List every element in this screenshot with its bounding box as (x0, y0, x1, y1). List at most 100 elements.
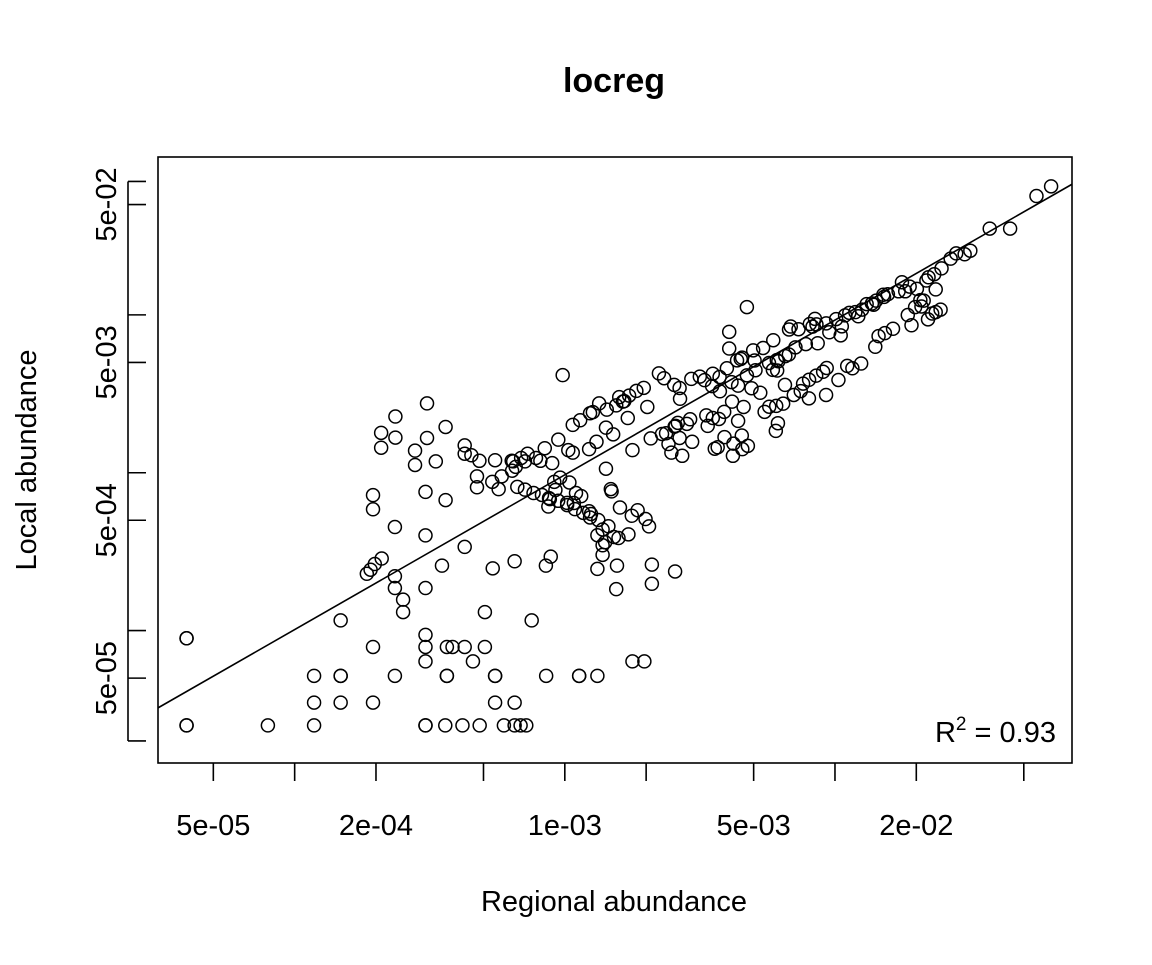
data-point (672, 391, 688, 407)
data-point (769, 352, 785, 368)
y-tick-label: 5e-03 (91, 325, 123, 399)
data-point (716, 404, 732, 420)
data-point (710, 440, 725, 455)
data-point (744, 380, 759, 396)
data-point (590, 561, 605, 577)
data-point (526, 485, 541, 501)
data-point (365, 639, 381, 655)
data-point (682, 412, 698, 427)
r-superscript: 2 (956, 714, 967, 735)
data-point (902, 279, 917, 294)
data-point (365, 502, 381, 517)
data-point (418, 718, 433, 733)
data-point (419, 430, 435, 446)
data-point (533, 453, 548, 469)
y-axis: 5e-05 5e-04 5e-03 5e-02 (91, 167, 146, 742)
data-point (877, 325, 893, 341)
data-point (387, 519, 403, 535)
data-point (636, 380, 652, 396)
data-point (608, 398, 624, 413)
chart-title: locreg (563, 62, 665, 100)
data-point (513, 718, 528, 733)
data-point (418, 639, 433, 655)
data-point (753, 385, 768, 401)
data-point (798, 336, 814, 352)
data-point (566, 495, 582, 511)
data-point (921, 270, 936, 285)
data-point (598, 461, 614, 476)
data-point (438, 718, 453, 733)
data-point (609, 558, 625, 573)
data-point (550, 493, 566, 509)
x-tick-label: 1e-03 (528, 810, 602, 842)
data-point (769, 363, 785, 378)
data-point (487, 668, 503, 684)
data-point (439, 639, 455, 655)
data-point (457, 438, 472, 453)
data-point (538, 558, 554, 573)
data-point (748, 362, 763, 378)
data-point (745, 343, 761, 358)
data-point (407, 443, 423, 458)
data-point (581, 504, 597, 519)
data-point (801, 372, 817, 388)
data-point (943, 251, 958, 266)
data-point (517, 454, 533, 469)
x-tick-label: 5e-03 (717, 810, 791, 842)
data-point (306, 668, 322, 684)
data-point (565, 445, 581, 460)
data-point (575, 505, 591, 521)
data-point (571, 668, 587, 684)
data-point (457, 446, 472, 461)
data-point (641, 519, 657, 534)
data-point (761, 399, 777, 414)
data-point (770, 415, 786, 431)
data-point (418, 484, 433, 500)
data-point (620, 410, 636, 426)
x-axis-label: Regional abundance (481, 886, 747, 918)
data-point (507, 718, 522, 733)
data-point (637, 654, 652, 669)
data-point (788, 340, 803, 355)
data-point (439, 668, 455, 684)
data-point (894, 274, 910, 290)
data-point (757, 404, 772, 420)
data-point (469, 480, 485, 495)
data-point (880, 287, 896, 302)
data-point (365, 695, 381, 710)
data-point (589, 434, 604, 450)
data-point (599, 402, 615, 417)
data-point (455, 718, 470, 733)
data-point (904, 318, 919, 333)
data-point (629, 383, 644, 399)
data-point (868, 339, 883, 355)
r-letter: R (935, 717, 956, 749)
data-point (387, 568, 403, 584)
data-point (559, 497, 575, 513)
data-point (551, 432, 566, 447)
points-layer (179, 179, 1059, 733)
data-point (418, 654, 433, 669)
data-point (510, 479, 525, 495)
data-point (982, 221, 997, 236)
data-point (802, 316, 818, 332)
data-point (260, 718, 276, 733)
x-axis: 5e-05 2e-04 1e-03 5e-03 2e-02 (176, 763, 1025, 842)
data-point (464, 448, 479, 463)
data-point (565, 417, 581, 433)
x-tick-label: 5e-05 (176, 810, 250, 842)
data-point (517, 482, 533, 497)
data-point (507, 553, 522, 569)
data-point (900, 307, 916, 323)
data-point (933, 302, 948, 317)
y-axis-label: Local abundance (11, 350, 43, 571)
data-point (801, 391, 817, 406)
data-point (625, 442, 640, 458)
data-point (934, 261, 949, 276)
data-point (848, 304, 863, 320)
data-point (487, 695, 503, 710)
data-point (496, 718, 512, 733)
data-point (845, 361, 860, 376)
data-point (781, 322, 797, 337)
